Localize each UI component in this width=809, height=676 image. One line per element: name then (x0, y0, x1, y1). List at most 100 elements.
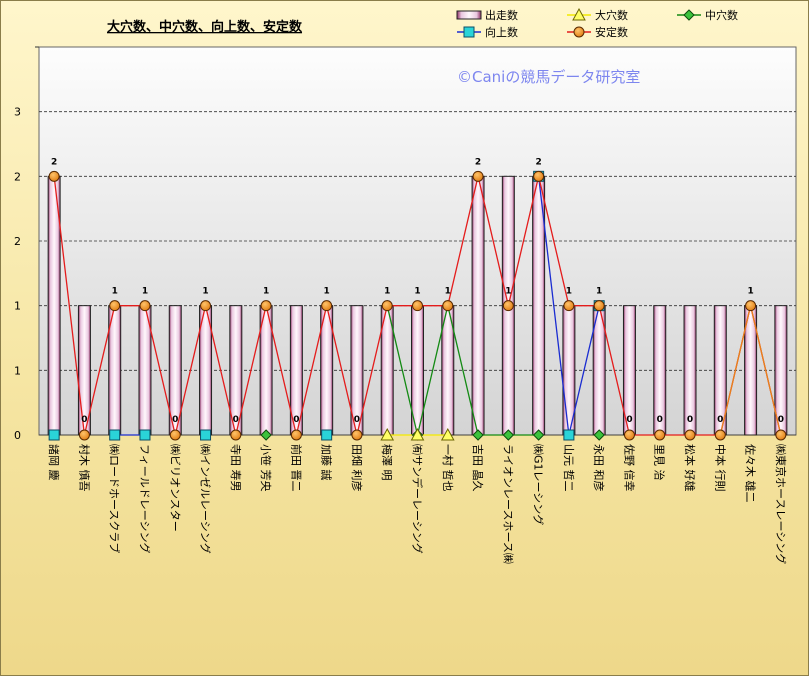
x-axis: 諸岡 慶 村木 慎吾 ㈱ロードホースクラブ フィールドレーシング ㈱ビリオンスター ㈱イン… (47, 444, 788, 564)
x-tick-label: ライオンレースホース㈱ (501, 444, 514, 564)
data-label: 2 (51, 157, 57, 167)
x-tick-label: ㈱ロードホースクラブ (108, 444, 122, 553)
marker-circle-7 (260, 300, 272, 312)
marker-diamond-18 (593, 429, 605, 441)
data-label: 1 (384, 287, 390, 297)
data-label: 1 (747, 287, 753, 297)
data-label: 1 (202, 287, 208, 297)
data-label: 1 (505, 287, 511, 297)
marker-square-9 (321, 429, 333, 441)
data-label: 1 (445, 287, 451, 297)
data-label: 0 (81, 415, 87, 425)
legend-swatch-bar (456, 10, 482, 20)
chart-title: 大穴数、中穴数、向上数、安定数 (107, 19, 303, 35)
marker-circle-8 (290, 429, 302, 441)
marker-triangle-13 (440, 427, 455, 441)
marker-diamond-7 (260, 429, 272, 441)
x-tick-label: 吉田 晶久 (471, 444, 484, 492)
legend-label: 出走数 (485, 8, 518, 22)
bar-series (47, 175, 788, 436)
x-tick-label: 佐々木 雄二 (744, 444, 758, 503)
y-tick-label: 0 (14, 429, 21, 442)
y-tick-label: 1 (14, 300, 21, 313)
marker-square-2 (109, 429, 121, 441)
marker-circle-15 (502, 300, 514, 312)
x-tick-label: 一村 哲也 (441, 444, 455, 492)
marker-circle-1 (78, 429, 90, 441)
marker-circle-22 (714, 429, 726, 441)
legend-label: 安定数 (595, 25, 628, 39)
marker-square-0 (48, 429, 60, 441)
marker-circle-20 (654, 429, 666, 441)
x-tick-label: 山元 哲二 (562, 444, 575, 492)
data-label: 1 (596, 287, 602, 297)
marker-circle-9 (321, 300, 333, 312)
x-tick-label: 梅澤 明 (380, 444, 394, 481)
data-label: 0 (293, 415, 299, 425)
marker-circle-17 (563, 300, 575, 312)
marker-circle-18 (593, 300, 605, 312)
x-tick-label: 寺田 寿男 (229, 444, 243, 492)
data-label: 0 (354, 415, 360, 425)
legend-label: 大穴数 (595, 8, 628, 22)
legend-label: 向上数 (485, 25, 518, 39)
bar-14 (471, 175, 485, 436)
x-tick-label: 田畑 利彦 (350, 444, 364, 492)
x-tick-label: 中本 行則 (713, 444, 727, 492)
marker-square-5 (200, 429, 212, 441)
marker-circle-3 (139, 300, 151, 312)
legend-marker-triangle (572, 7, 586, 21)
data-label: 0 (172, 415, 178, 425)
x-tick-label: 小笹 芳央 (259, 444, 273, 492)
marker-square-17 (563, 429, 575, 441)
data-label: 0 (626, 415, 632, 425)
marker-square-3 (139, 429, 151, 441)
x-tick-label: ㈱インゼルレーシング (199, 444, 213, 554)
marker-circle-5 (200, 300, 212, 312)
legend-marker-circle (573, 26, 585, 38)
marker-circle-11 (381, 300, 393, 312)
marker-circle-16 (533, 170, 545, 182)
data-label: 0 (717, 415, 723, 425)
x-tick-label: 松本 好雄 (683, 444, 697, 492)
y-tick-label: 1 (14, 364, 21, 377)
marker-diamond-16 (532, 429, 545, 441)
data-label: 0 (687, 415, 693, 425)
x-tick-label: ㈱G1レーシング (532, 444, 546, 525)
marker-circle-14 (472, 170, 484, 182)
marker-triangle-12 (410, 427, 425, 441)
data-label: 1 (324, 287, 330, 297)
data-label: 2 (475, 157, 481, 167)
marker-circle-0 (48, 170, 60, 182)
marker-circle-2 (109, 300, 121, 312)
y-axis: 0 1 1 2 2 3 (14, 106, 21, 442)
marker-circle-4 (169, 429, 181, 441)
marker-circle-12 (412, 300, 423, 312)
x-tick-label: ㈲サンデーレーシング (411, 444, 425, 554)
markers (48, 170, 787, 441)
x-tick-label: フィールドレーシング (138, 444, 152, 554)
x-tick-label: 前田 晋二 (289, 444, 303, 492)
marker-circle-10 (351, 429, 363, 441)
x-tick-label: ㈱東京ホースレーシング (774, 444, 788, 564)
marker-triangle-11 (380, 427, 395, 441)
marker-circle-21 (684, 429, 696, 441)
data-label: 1 (414, 287, 420, 297)
data-label: 1 (566, 287, 572, 297)
data-label: 1 (263, 287, 269, 297)
x-tick-label: 里見 治 (653, 444, 667, 481)
data-label: 1 (112, 287, 118, 297)
x-tick-label: 永田 和彦 (592, 444, 606, 492)
marker-circle-19 (623, 429, 635, 441)
data-label: 0 (778, 415, 784, 425)
y-tick-label: 3 (14, 106, 21, 119)
legend-marker-diamond (683, 9, 695, 21)
y-tick-label: 2 (14, 235, 21, 248)
x-tick-label: ㈱ビリオンスター (168, 444, 181, 532)
data-label: 1 (142, 287, 148, 297)
legend-label: 中穴数 (705, 8, 738, 22)
x-tick-label: 佐野 信幸 (622, 444, 636, 492)
